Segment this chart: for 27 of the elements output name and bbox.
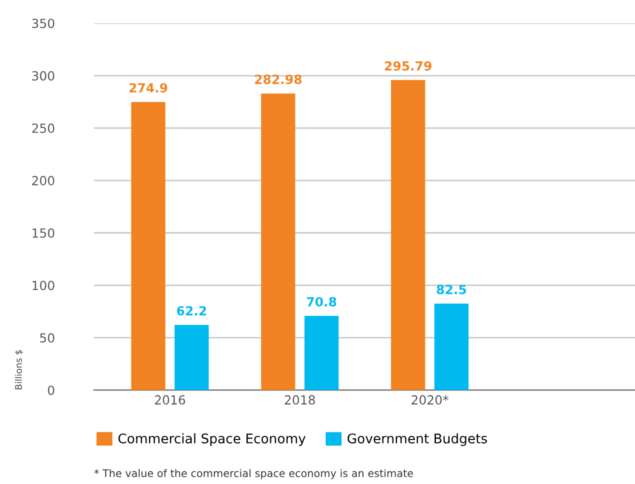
data-label: 274.9	[129, 83, 168, 93]
bar	[261, 93, 296, 390]
data-label: 82.5	[436, 284, 466, 294]
y-tick-label: 300	[32, 71, 54, 81]
data-label: 295.79	[384, 61, 432, 71]
bar	[434, 304, 469, 390]
x-tick-label: 2016	[154, 395, 186, 405]
data-label: 70.8	[306, 297, 336, 307]
y-tick-label: 100	[32, 280, 54, 290]
y-tick-label: 200	[32, 176, 54, 186]
x-tick-label: 2020*	[412, 395, 448, 405]
y-tick-label: 50	[40, 333, 54, 343]
legend-label: Government Budgets	[348, 433, 488, 446]
bar	[304, 316, 339, 390]
y-tick-label: 350	[32, 18, 54, 28]
legend-label: Commercial Space Economy	[118, 433, 306, 446]
x-tick-label: 2018	[284, 395, 315, 405]
text: * The value of the commercial space economy is an estimate	[94, 469, 413, 480]
y-axis-title: Billions $	[14, 350, 24, 390]
y-tick-label: 250	[32, 124, 54, 133]
bar	[131, 102, 166, 390]
y-tick-label: 0	[48, 386, 54, 396]
data-label: 62.2	[177, 306, 206, 316]
bar	[390, 80, 426, 390]
bar	[174, 324, 209, 390]
data-label: 282.98	[255, 74, 302, 84]
y-tick-label: 150	[32, 228, 54, 238]
